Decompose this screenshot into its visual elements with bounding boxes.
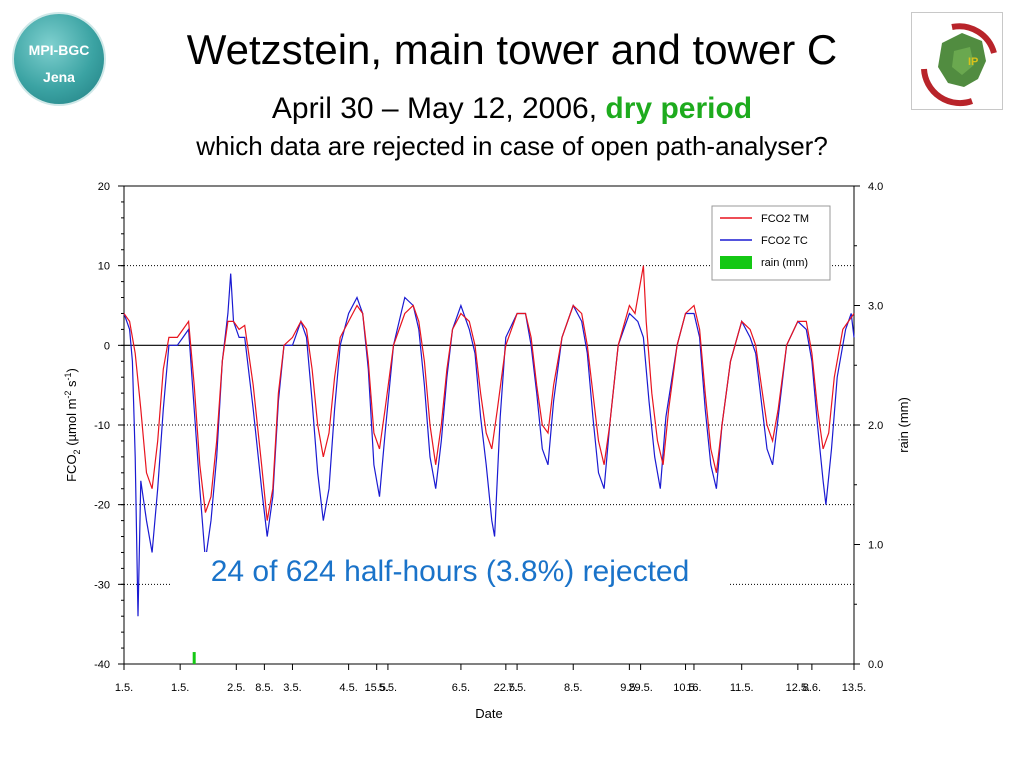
subtitle-date-range: April 30 – May 12, 2006, [271, 92, 598, 125]
legend-label: FCO2 TC [761, 235, 808, 247]
logo-left-line1: MPI-BGC [28, 42, 90, 58]
x-tick-label: 3.5. [283, 682, 301, 694]
x-tick-label: 1.5. [115, 682, 133, 694]
legend-swatch-rain [720, 256, 752, 269]
x-tick-label: 4.5. [339, 682, 357, 694]
x-tick-label: 12.5. [786, 682, 810, 694]
y-axis-title-part: (µmol m [64, 399, 79, 450]
rejected-annotation: 24 of 624 half-hours (3.8%) rejected [170, 552, 730, 592]
y-axis-title-part: ) [64, 368, 79, 372]
carboeurope-logo: IP [911, 12, 1003, 110]
y2-tick-label: 3.0 [868, 301, 883, 313]
x-tick-label: 6.5. [452, 682, 470, 694]
x-tick-label: 8.5. [255, 682, 273, 694]
page-subtitle: April 30 – May 12, 2006, dry period [0, 92, 1024, 126]
y-tick-label: -30 [94, 579, 110, 591]
series-line-tm [123, 265, 855, 521]
y-axis-title-part: -1 [63, 372, 73, 380]
x-tick-label: 16. [686, 682, 701, 694]
y2-axis-title: rain (mm) [896, 397, 911, 453]
y-tick-label: 20 [98, 181, 110, 193]
page-question: which data are rejected in case of open … [196, 131, 828, 161]
y-tick-label: -20 [94, 500, 110, 512]
y-axis-title-part: FCO [64, 454, 79, 481]
y2-tick-label: 1.0 [868, 540, 883, 552]
x-tick-label: 1.5. [171, 682, 189, 694]
y-axis-title: FCO2 (µmol m-2 s-1) [63, 368, 82, 482]
y-tick-label: -40 [94, 659, 110, 671]
y2-tick-label: 0.0 [868, 659, 883, 671]
y-tick-label: 10 [98, 261, 110, 273]
x-tick-label: 22.5. [494, 682, 518, 694]
y-axis-title-part: 2 [72, 449, 82, 454]
logo-left-line2: Jena [43, 69, 75, 85]
legend: FCO2 TM FCO2 TC rain (mm) [711, 205, 831, 281]
x-tick-label: 29.5. [628, 682, 652, 694]
x-axis-title: Date [475, 706, 502, 721]
x-tick-label: 9.5. [620, 682, 638, 694]
legend-label: FCO2 TM [761, 213, 809, 225]
x-tick-label: 10.5. [673, 682, 697, 694]
y-tick-label: -10 [94, 420, 110, 432]
y-axis-title-part: s [64, 380, 79, 391]
x-tick-label: 13.5. [842, 682, 866, 694]
x-tick-label: 5.5. [379, 682, 397, 694]
mpi-bgc-logo: MPI-BGC Jena [12, 12, 106, 106]
x-tick-label: 8.6. [803, 682, 821, 694]
y-tick-label: 0 [104, 340, 110, 352]
y-axis-title-part: -2 [63, 391, 73, 399]
x-tick-label: 7.5. [508, 682, 526, 694]
x-tick-label: 15.5. [364, 682, 388, 694]
page-title: Wetzstein, main tower and tower C [186, 26, 838, 73]
subtitle-highlight: dry period [605, 92, 753, 125]
svg-text:IP: IP [968, 56, 978, 68]
rain-bar [192, 652, 196, 664]
legend-label: rain (mm) [761, 257, 808, 269]
x-tick-label: 8.5. [564, 682, 582, 694]
x-tick-label: 11.5. [730, 682, 754, 694]
y2-tick-label: 4.0 [868, 181, 883, 193]
y2-tick-label: 2.0 [868, 420, 883, 432]
x-tick-label: 2.5. [227, 682, 245, 694]
